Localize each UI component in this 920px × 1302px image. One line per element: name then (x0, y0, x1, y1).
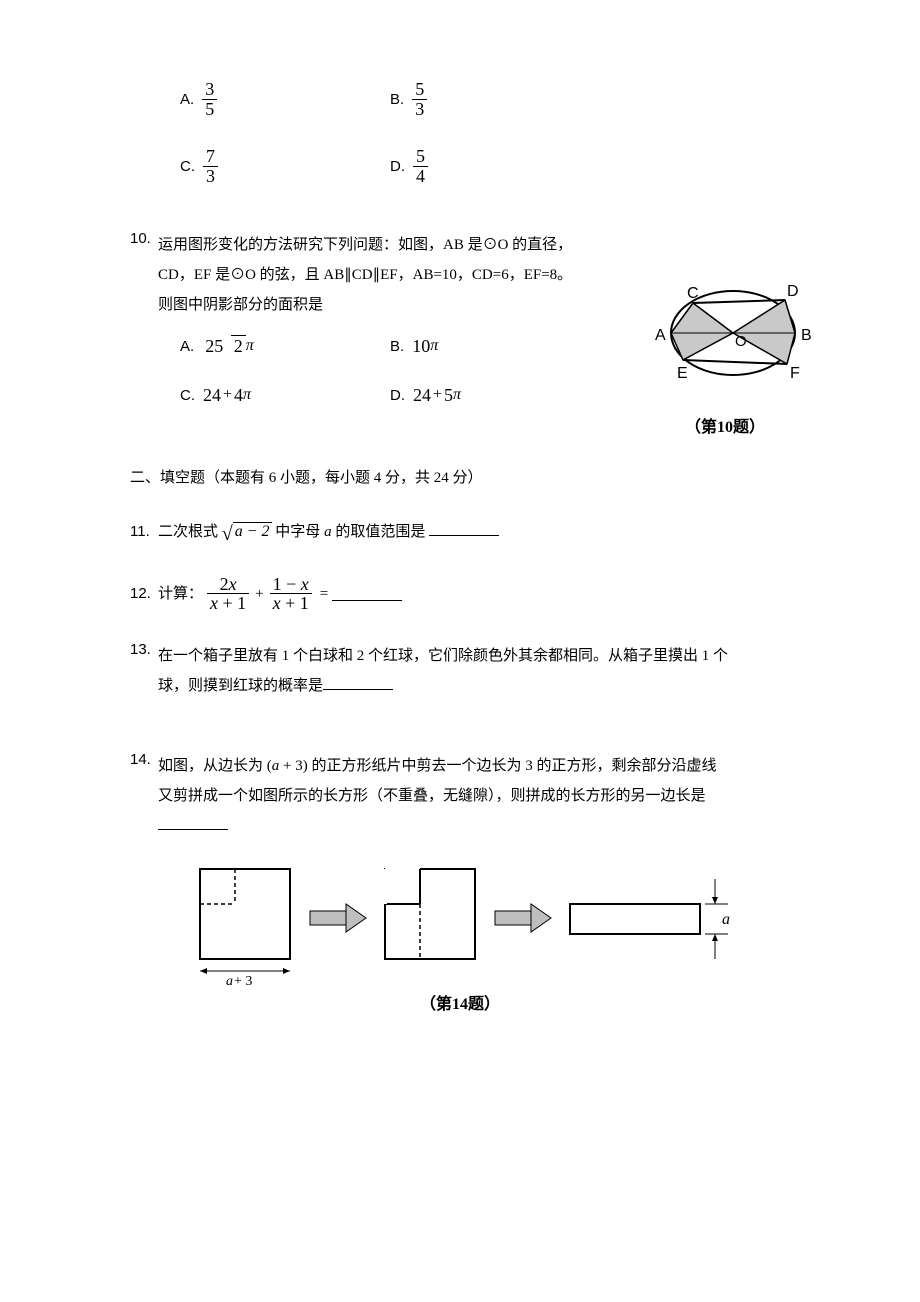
q12-frac1: 2x x + 1 (207, 575, 249, 614)
q9-opt-a: A. 3 5 (180, 80, 390, 119)
q11-post-b: 的取值范围是 (332, 524, 426, 540)
q13-num: 13. (130, 641, 158, 701)
q10-a-frac: 25 2 (202, 337, 246, 356)
q13-line2-wrap: 球，则摸到红球的概率是 (158, 671, 790, 701)
pi-icon-3: π (243, 386, 251, 404)
q11-block: 11. 二次根式 √ a − 2 中字母 a 的取值范围是 (130, 517, 790, 547)
q11-body: 二次根式 √ a − 2 中字母 a 的取值范围是 (158, 517, 790, 547)
pi-icon-2: π (430, 337, 438, 355)
q11-blank (429, 521, 499, 536)
opt-label-a2: A. (180, 338, 194, 355)
opt-label-d: D. (390, 158, 405, 175)
q10-opt-a: A. 25 2 π (180, 336, 390, 357)
circle-diagram-icon: C D A B E F O (635, 278, 815, 408)
q12-body: 计算： 2x x + 1 + 1 − x x + 1 = (158, 575, 790, 614)
q13-body: 在一个箱子里放有 1 个白球和 2 个红球，它们除颜色外其余都相同。从箱子里摸出… (158, 641, 790, 701)
q10-figure: C D A B E F O （第10题） (635, 278, 815, 437)
svg-text:D: D (787, 283, 799, 300)
plus-icon-3: + (253, 579, 265, 609)
q10-c-b: 4 (234, 385, 243, 406)
svg-text:+ 3: + 3 (234, 974, 252, 989)
opt-label-c2: C. (180, 387, 195, 404)
q13-blank (323, 675, 393, 690)
pi-icon: π (246, 337, 254, 355)
q9-opt-c: C. 7 3 (180, 147, 390, 186)
opt-label-b: B. (390, 91, 404, 108)
q10-opt-c: C. 24+4π (180, 385, 390, 406)
plus-icon-2: + (431, 386, 444, 404)
q10-opt-d: D. 24+5π (390, 385, 600, 406)
q10-fig-caption: （第10题） (635, 413, 815, 437)
opt-label-a: A. (180, 91, 194, 108)
q12-pre: 计算： (158, 579, 203, 609)
q14-num: 14. (130, 751, 158, 841)
q9-options-row2: C. 7 3 D. 5 4 (130, 147, 790, 186)
plus-icon: + (221, 386, 234, 404)
q14-fig-caption: （第14题） (130, 990, 790, 1014)
q9-d-frac: 5 4 (413, 147, 428, 186)
q10-line1: 运用图形变化的方法研究下列问题：如图，AB 是⊙O 的直径， (158, 230, 790, 260)
q12-blank (332, 586, 402, 601)
svg-text:B: B (801, 327, 812, 344)
section-2-title: 二、填空题（本题有 6 小题，每小题 4 分，共 24 分） (130, 466, 790, 487)
q11-num: 11. (130, 523, 158, 540)
q13-line1: 在一个箱子里放有 1 个白球和 2 个红球，它们除颜色外其余都相同。从箱子里摸出… (158, 641, 790, 671)
q14-body: 如图，从边长为 (a + 3) 的正方形纸片中剪去一个边长为 3 的正方形，剩余… (158, 751, 790, 841)
q14-block: 14. 如图，从边长为 (a + 3) 的正方形纸片中剪去一个边长为 3 的正方… (130, 751, 790, 841)
pi-icon-4: π (453, 386, 461, 404)
svg-text:O: O (735, 333, 747, 350)
q9-a-frac: 3 5 (202, 80, 217, 119)
q12-frac2: 1 − x x + 1 (270, 575, 312, 614)
q13-line2: 球，则摸到红球的概率是 (158, 678, 323, 694)
q12-num: 12. (130, 585, 158, 602)
q11-var: a (324, 524, 332, 540)
svg-text:F: F (790, 365, 800, 382)
opt-label-b2: B. (390, 338, 404, 355)
svg-text:a: a (226, 974, 233, 989)
q14-line2: 又剪拼成一个如图所示的长方形（不重叠，无缝隙），则拼成的长方形的另一边长是 (158, 781, 790, 811)
svg-text:C: C (687, 285, 699, 302)
svg-text:A: A (655, 327, 666, 344)
q13-block: 13. 在一个箱子里放有 1 个白球和 2 个红球，它们除颜色外其余都相同。从箱… (130, 641, 790, 701)
q9-opt-d: D. 5 4 (390, 147, 600, 186)
q10-b-val: 10 (412, 336, 430, 357)
q10-num: 10. (130, 230, 158, 320)
q14-line1-wrap: 如图，从边长为 (a + 3) 的正方形纸片中剪去一个边长为 3 的正方形，剩余… (158, 751, 790, 781)
q14-figure: a + 3 (130, 859, 790, 1014)
sqrt-icon: √ a − 2 (222, 522, 272, 542)
svg-text:a: a (722, 911, 730, 928)
q9-opt-b: B. 5 3 (390, 80, 600, 119)
opt-label-c: C. (180, 158, 195, 175)
q12-block: 12. 计算： 2x x + 1 + 1 − x x + 1 = (130, 575, 790, 614)
q10-d-a: 24 (413, 385, 431, 406)
q10-d-b: 5 (444, 385, 453, 406)
opt-label-d2: D. (390, 387, 405, 404)
q9-options-row1: A. 3 5 B. 5 3 (130, 80, 790, 119)
q10-opt-b: B. 10π (390, 336, 600, 357)
q9-c-frac: 7 3 (203, 147, 218, 186)
q9-b-frac: 5 3 (412, 80, 427, 119)
q10-c-a: 24 (203, 385, 221, 406)
rect-diagram-icon: a + 3 (180, 859, 740, 989)
q11-pre: 二次根式 (158, 524, 218, 540)
q14-blank (158, 815, 228, 830)
q11-post-a: 中字母 (275, 524, 324, 540)
equals-icon: = (320, 579, 328, 609)
svg-text:E: E (677, 365, 688, 382)
